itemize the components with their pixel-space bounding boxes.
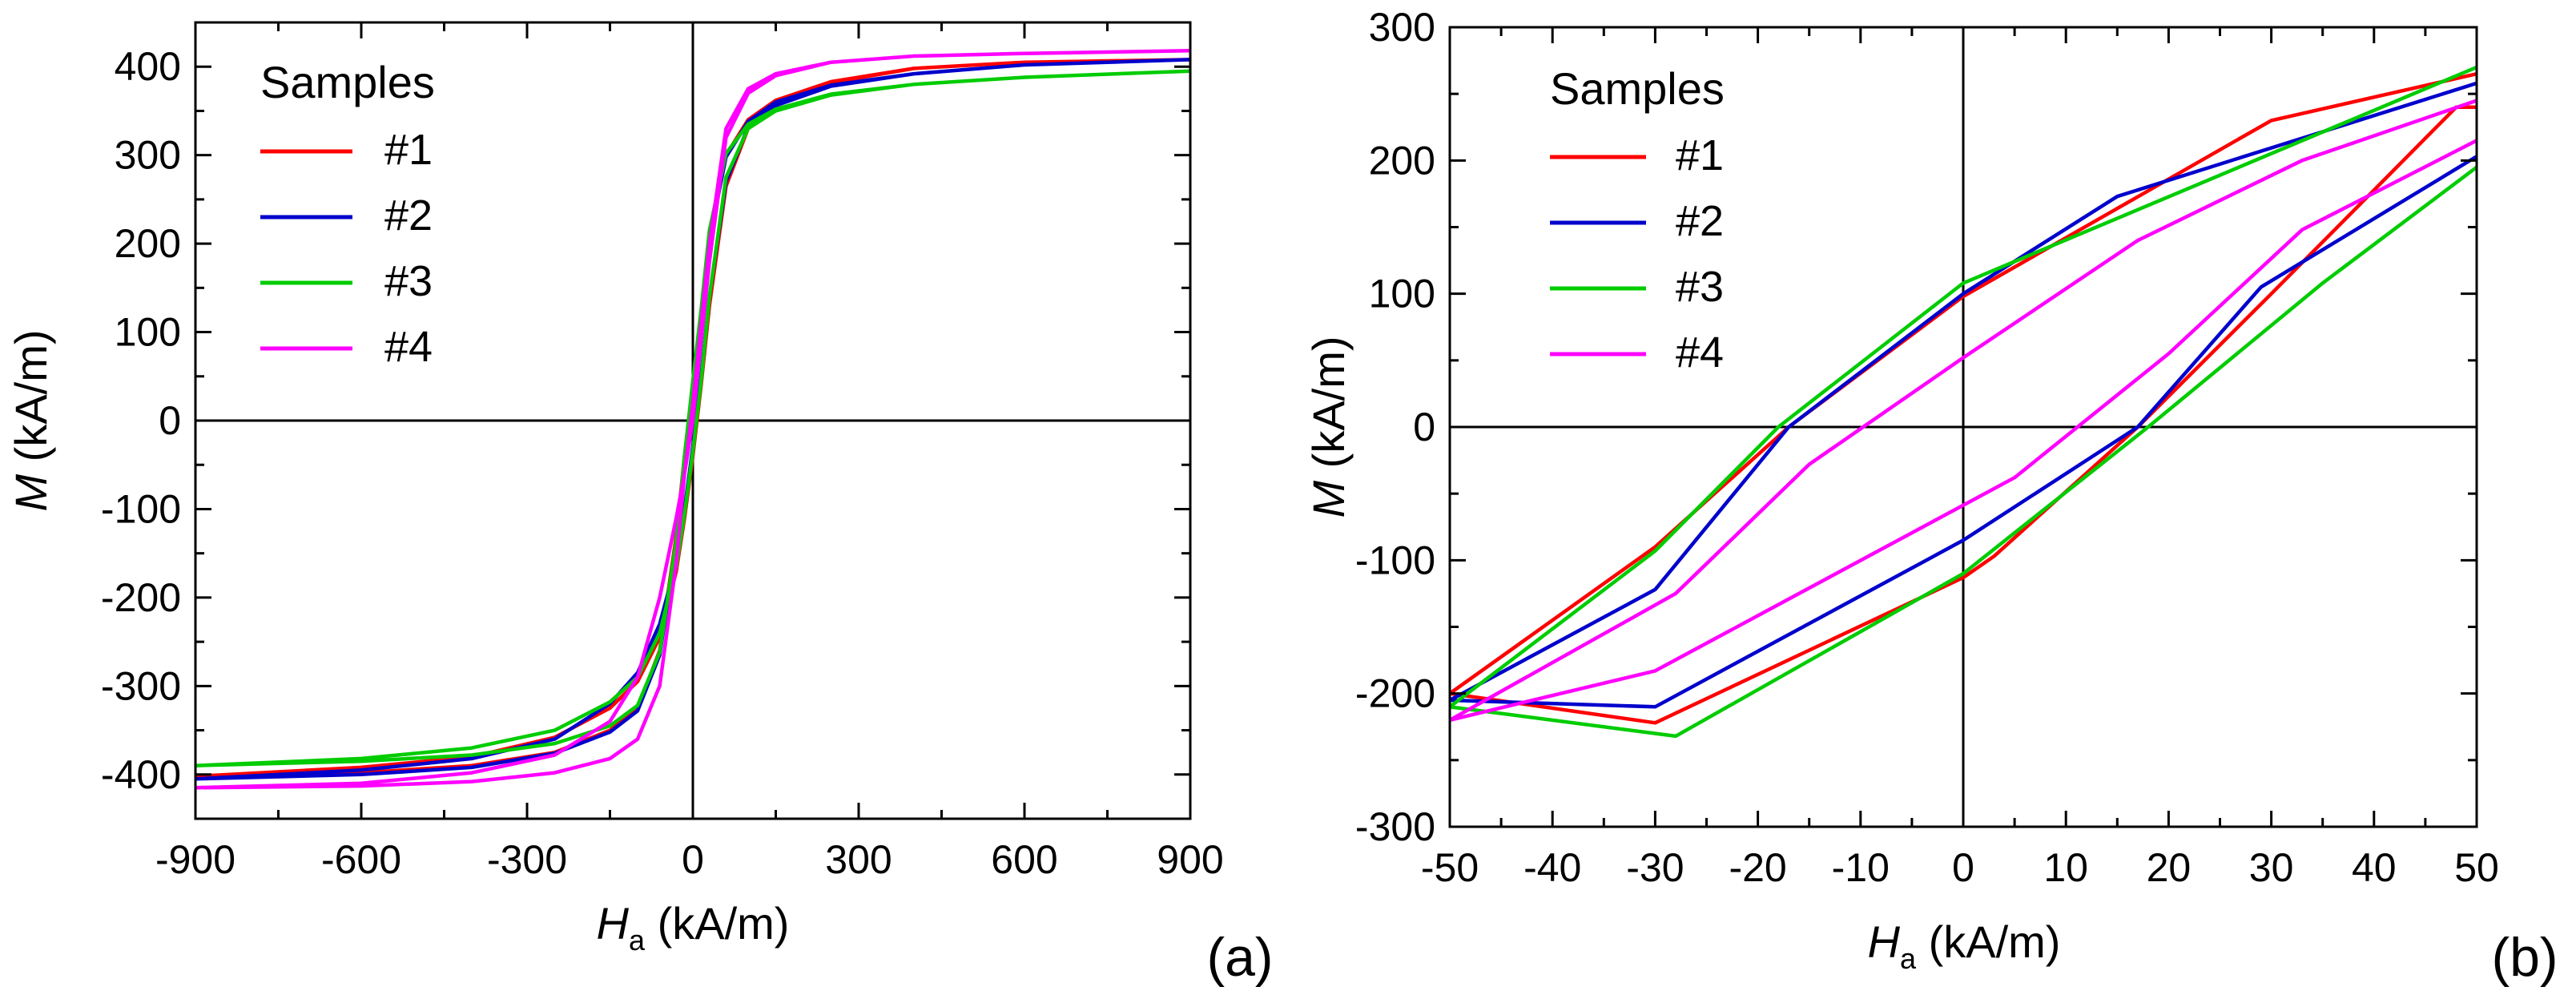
chart-panel-a: -900 -600 -300 0 300 600 900 -400 -300 -200 -100 0 1… bbox=[6, 21, 1274, 988]
y-tick-label: 200 bbox=[115, 221, 181, 266]
y-axis-label: M (kA/m) bbox=[1303, 336, 1354, 518]
series-line-3 bbox=[1450, 65, 2477, 739]
x-tick-label: -20 bbox=[1729, 845, 1786, 890]
x-axis-label-subscript: a bbox=[629, 924, 646, 957]
x-tick-label: 600 bbox=[991, 837, 1057, 882]
x-axis-label-unit: (kA/m) bbox=[645, 898, 789, 949]
y-tick-label: -400 bbox=[101, 752, 181, 797]
series-line-3 bbox=[195, 69, 1190, 767]
x-tick-label: 20 bbox=[2147, 845, 2192, 890]
x-tick-label: -10 bbox=[1832, 845, 1890, 890]
x-tick-label: -40 bbox=[1523, 845, 1581, 890]
x-tick-label: -600 bbox=[321, 837, 401, 882]
series-group bbox=[1450, 65, 2477, 739]
y-tick-label: -100 bbox=[1355, 538, 1435, 582]
y-tick-label: 200 bbox=[1369, 138, 1435, 183]
y-tick-label: -200 bbox=[1355, 671, 1435, 716]
y-axis-label-symbol: M bbox=[1303, 481, 1354, 518]
y-tick-label: 100 bbox=[1369, 272, 1435, 316]
legend-entry-4: #4 bbox=[384, 323, 433, 371]
y-tick-label: -200 bbox=[101, 575, 181, 620]
panel-label: (b) bbox=[2491, 927, 2558, 988]
legend-title: Samples bbox=[260, 57, 435, 107]
x-axis-label-unit: (kA/m) bbox=[1916, 916, 2060, 967]
legend-entry-2: #2 bbox=[384, 191, 433, 240]
x-axis-label: Ha (kA/m) bbox=[1868, 916, 2061, 975]
x-tick-label: 0 bbox=[1952, 845, 1974, 890]
x-tick-label: 40 bbox=[2352, 845, 2397, 890]
legend-entry-1: #1 bbox=[1676, 131, 1724, 179]
y-axis-label-symbol: M bbox=[6, 474, 56, 512]
x-axis-label-subscript: a bbox=[1900, 942, 1917, 975]
legend-entry-3: #3 bbox=[1676, 263, 1724, 311]
x-tick-label: -900 bbox=[155, 837, 235, 882]
y-tick-label: 0 bbox=[159, 398, 181, 443]
panel-label: (a) bbox=[1206, 927, 1273, 988]
y-tick-label: 400 bbox=[115, 44, 181, 89]
x-tick-label: -50 bbox=[1421, 845, 1479, 890]
x-axis-label-symbol: H bbox=[1868, 916, 1901, 967]
y-axis-label-unit: (kA/m) bbox=[6, 329, 56, 473]
y-tick-label: 100 bbox=[115, 310, 181, 355]
x-tick-label: 0 bbox=[682, 837, 704, 882]
x-tick-label: -30 bbox=[1626, 845, 1684, 890]
x-tick-label: 300 bbox=[825, 837, 892, 882]
y-tick-label: 300 bbox=[1369, 5, 1435, 50]
chart-panel-b: -50 -40 -30 -20 -10 0 10 20 30 40 50-300-200-10001… bbox=[1303, 5, 2558, 988]
series-line-1 bbox=[1450, 72, 2477, 725]
legend-entry-1: #1 bbox=[384, 126, 433, 174]
x-tick-label: 10 bbox=[2043, 845, 2088, 890]
legend: Samples #1 #2 #3 #4 bbox=[1550, 63, 1725, 377]
x-tick-label: -300 bbox=[487, 837, 567, 882]
series-line-4 bbox=[195, 49, 1190, 790]
y-tick-label: 0 bbox=[1413, 405, 1435, 449]
legend-entry-3: #3 bbox=[384, 257, 433, 305]
y-tick-label: -300 bbox=[1355, 804, 1435, 849]
x-axis-label-symbol: H bbox=[597, 898, 630, 949]
legend-entry-4: #4 bbox=[1676, 328, 1724, 377]
y-axis-label: M (kA/m) bbox=[6, 329, 56, 511]
x-tick-label: 50 bbox=[2454, 845, 2499, 890]
y-tick-label: 300 bbox=[115, 133, 181, 178]
x-axis-label: Ha (kA/m) bbox=[597, 898, 790, 957]
series-group bbox=[195, 49, 1190, 790]
legend: Samples #1 #2 #3 #4 bbox=[260, 57, 435, 371]
y-axis-label-unit: (kA/m) bbox=[1303, 336, 1354, 480]
series-line-4 bbox=[1450, 99, 2477, 723]
x-tick-label: 30 bbox=[2249, 845, 2294, 890]
legend-title: Samples bbox=[1550, 63, 1725, 114]
y-tick-label: -300 bbox=[101, 663, 181, 708]
y-tick-label: -100 bbox=[101, 486, 181, 531]
x-tick-label: 900 bbox=[1157, 837, 1223, 882]
legend-entry-2: #2 bbox=[1676, 197, 1724, 245]
